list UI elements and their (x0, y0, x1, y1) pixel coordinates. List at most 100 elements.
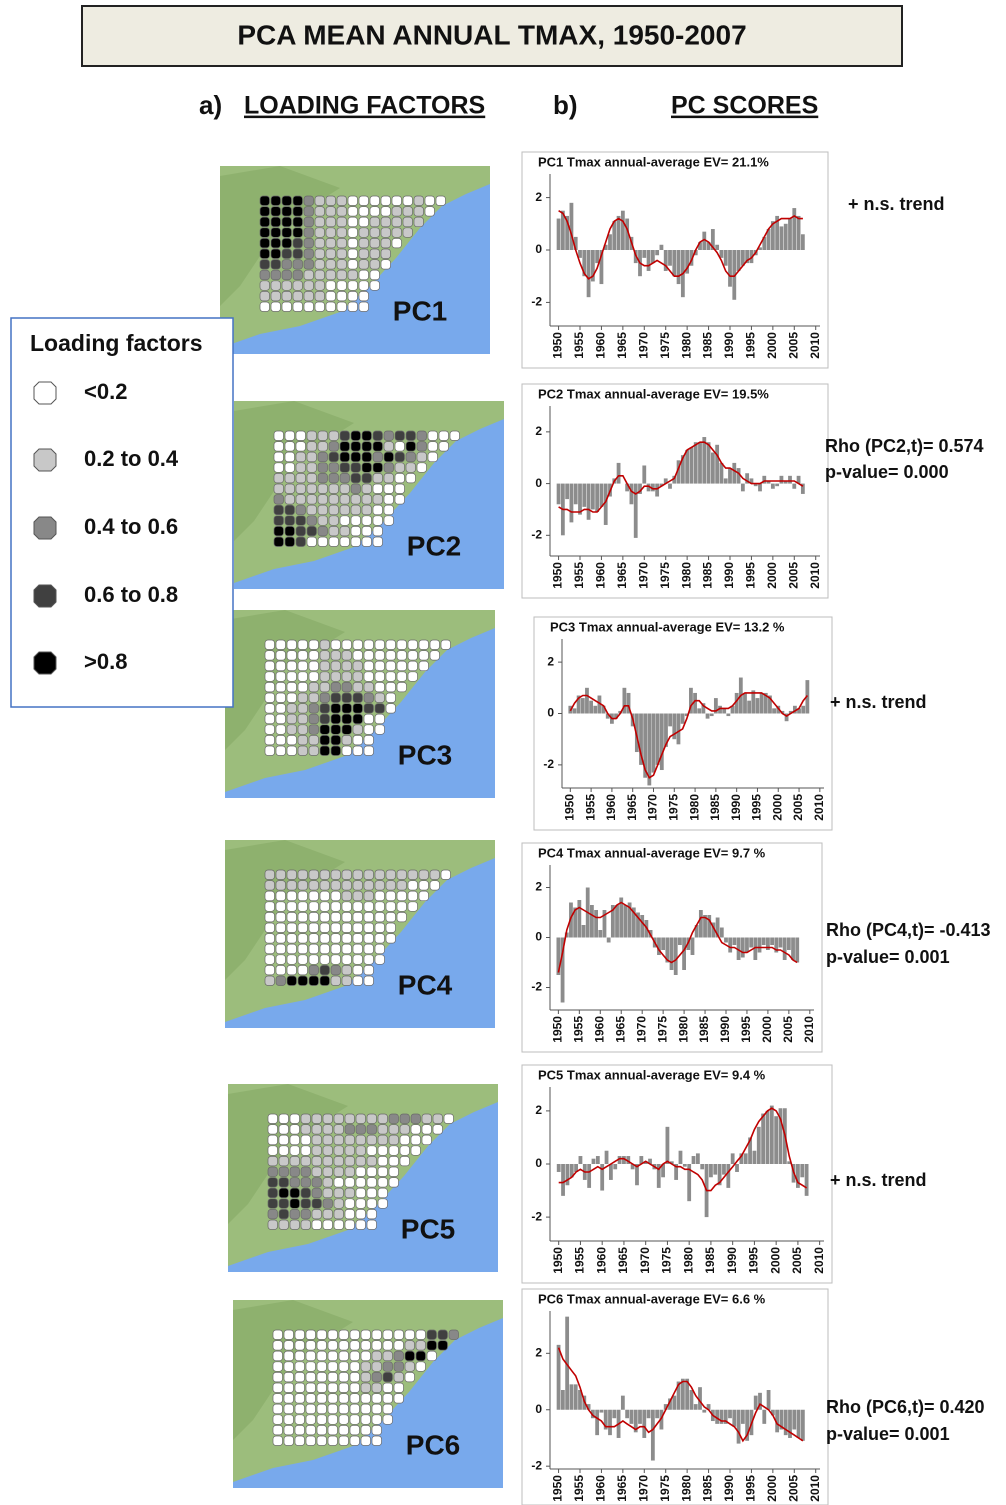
station-dot (348, 249, 358, 259)
station-dot (326, 281, 336, 291)
bar (753, 1151, 757, 1164)
bar (801, 234, 805, 250)
station-dot (298, 725, 308, 735)
x-tick-label: 1985 (701, 562, 715, 589)
station-dot (359, 207, 369, 217)
station-dot (317, 1415, 327, 1425)
station-dot (276, 934, 286, 944)
station-dot (416, 1341, 426, 1351)
bar (758, 938, 762, 953)
chart-title: PC3 Tmax annual-average EV= 13.2 % (550, 619, 785, 634)
station-dot (268, 1135, 278, 1145)
bar (710, 714, 714, 717)
map: PC3 (225, 610, 495, 798)
x-tick-label: 1995 (744, 1475, 758, 1502)
station-dot (331, 640, 341, 650)
station-dot (397, 651, 407, 661)
station-dot (282, 270, 292, 280)
station-dot (268, 1114, 278, 1124)
station-dot (348, 270, 358, 280)
station-dot (348, 228, 358, 238)
station-dot (337, 260, 347, 270)
station-dot (362, 484, 372, 494)
station-dot (287, 651, 297, 661)
page: {"header": {"title": "PCA MEAN ANNUAL TM… (0, 0, 1006, 1505)
station-dot (279, 1135, 289, 1145)
station-dot (427, 1341, 437, 1351)
station-dot (375, 693, 385, 703)
station-dot (285, 442, 295, 452)
station-dot (400, 1135, 410, 1145)
x-tick-label: 1960 (592, 1016, 606, 1043)
bar (801, 706, 805, 714)
map-label: PC6 (406, 1429, 460, 1460)
station-dot (381, 249, 391, 259)
station-dot (395, 473, 405, 483)
station-dot (373, 452, 383, 462)
x-tick-label: 1950 (551, 1475, 565, 1502)
station-dot (339, 1436, 349, 1446)
station-dot (287, 661, 297, 671)
bar (791, 938, 795, 961)
station-dot (285, 484, 295, 494)
station-dot (309, 902, 319, 912)
bar (694, 442, 698, 483)
station-dot (339, 1404, 349, 1414)
bar (747, 701, 751, 714)
station-dot (339, 1415, 349, 1425)
bar (587, 1164, 591, 1188)
bar (678, 938, 682, 946)
station-dot (260, 260, 270, 270)
station-dot (318, 526, 328, 536)
station-dot (331, 934, 341, 944)
station-dot (334, 1125, 344, 1135)
station-dot (337, 228, 347, 238)
station-dot (345, 1178, 355, 1188)
station-dot (361, 1341, 371, 1351)
station-dot (383, 1330, 393, 1340)
station-dot (364, 965, 374, 975)
station-dot (351, 442, 361, 452)
station-dot (298, 714, 308, 724)
station-dot (386, 870, 396, 880)
station-dot (279, 1188, 289, 1198)
station-dot (342, 912, 352, 922)
bar (557, 1345, 561, 1410)
station-dot (386, 902, 396, 912)
y-tick-label: -2 (531, 527, 542, 541)
station-dot (342, 934, 352, 944)
station-dot (340, 484, 350, 494)
station-dot (337, 217, 347, 227)
station-dot (353, 746, 363, 756)
bar (605, 1151, 609, 1164)
bar (557, 1164, 561, 1172)
station-dot (295, 1341, 305, 1351)
y-tick-label: 0 (535, 1402, 542, 1416)
station-dot (301, 1188, 311, 1198)
legend-label: 0.2 to 0.4 (84, 446, 179, 471)
station-dot (331, 746, 341, 756)
y-tick-label: -2 (531, 295, 542, 309)
station-dot (265, 912, 275, 922)
station-dot (326, 249, 336, 259)
station-dot (298, 944, 308, 954)
x-tick-label: 2000 (768, 1247, 782, 1274)
station-dot (293, 249, 303, 259)
station-dot (331, 725, 341, 735)
station-dot (309, 725, 319, 735)
station-dot (279, 1220, 289, 1230)
x-tick-label: 1970 (636, 1475, 650, 1502)
station-dot (342, 682, 352, 692)
bar (660, 714, 664, 771)
station-dot (320, 881, 330, 891)
x-tick-label: 1955 (572, 1475, 586, 1502)
y-tick-label: 0 (535, 242, 542, 256)
station-dot (320, 714, 330, 724)
station-dot (359, 291, 369, 301)
station-dot (284, 1404, 294, 1414)
station-dot (416, 1351, 426, 1361)
station-dot (375, 672, 385, 682)
station-dot (306, 1394, 316, 1404)
station-dot (361, 1394, 371, 1404)
station-dot (375, 704, 385, 714)
